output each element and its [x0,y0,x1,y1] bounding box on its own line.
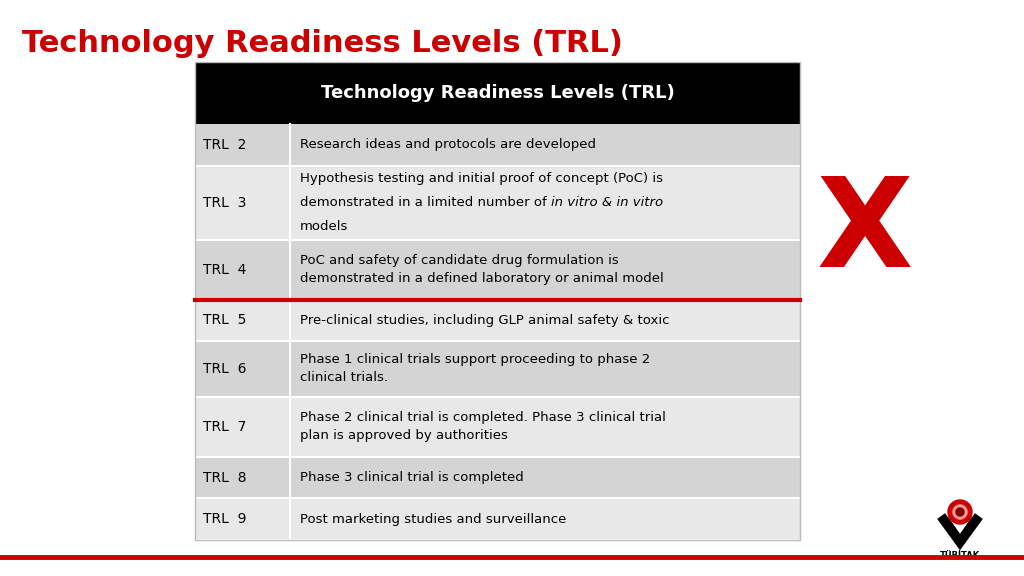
Text: demonstrated in a limited number of: demonstrated in a limited number of [300,196,551,209]
Polygon shape [942,518,978,544]
Text: TRL  2: TRL 2 [203,138,247,152]
Text: Pre-clinical studies, including GLP animal safety & toxic: Pre-clinical studies, including GLP anim… [300,314,670,327]
Text: TÜBİTAK: TÜBİTAK [940,551,980,560]
Text: models: models [300,219,348,233]
Text: Research ideas and protocols are developed: Research ideas and protocols are develop… [300,138,596,151]
Text: TRL  3: TRL 3 [203,196,247,210]
Circle shape [953,505,967,519]
Text: Technology Readiness Levels (TRL): Technology Readiness Levels (TRL) [321,84,675,102]
Text: TRL  8: TRL 8 [203,471,247,484]
Bar [195,397,800,457]
Text: Phase 3 clinical trial is completed: Phase 3 clinical trial is completed [300,471,523,484]
Bar [195,166,800,240]
Bar [195,498,800,540]
Bar [195,124,800,166]
Circle shape [948,500,972,524]
Text: PoC and safety of candidate drug formulation is
demonstrated in a defined labora: PoC and safety of candidate drug formula… [300,254,664,285]
Text: Phase 2 clinical trial is completed. Phase 3 clinical trial
plan is approved by : Phase 2 clinical trial is completed. Pha… [300,411,666,442]
Text: X: X [817,172,913,293]
Text: TRL  5: TRL 5 [203,313,247,327]
Bar [195,341,800,397]
Text: TRL  7: TRL 7 [203,420,247,434]
Text: Technology Readiness Levels (TRL): Technology Readiness Levels (TRL) [22,29,623,59]
Text: Phase 1 clinical trials support proceeding to phase 2
clinical trials.: Phase 1 clinical trials support proceedi… [300,354,650,384]
Bar [195,62,800,124]
Text: TRL  4: TRL 4 [203,263,247,276]
Bar [195,457,800,498]
Text: Hypothesis testing and initial proof of concept (PoC) is: Hypothesis testing and initial proof of … [300,172,663,185]
Bar [195,240,800,300]
Text: in vitro & in vitro: in vitro & in vitro [551,196,664,209]
Bar [195,300,800,341]
Circle shape [956,508,964,516]
Text: TRL  6: TRL 6 [203,362,247,376]
Text: Post marketing studies and surveillance: Post marketing studies and surveillance [300,513,566,526]
Text: TRL  9: TRL 9 [203,512,247,526]
Bar [195,62,800,540]
